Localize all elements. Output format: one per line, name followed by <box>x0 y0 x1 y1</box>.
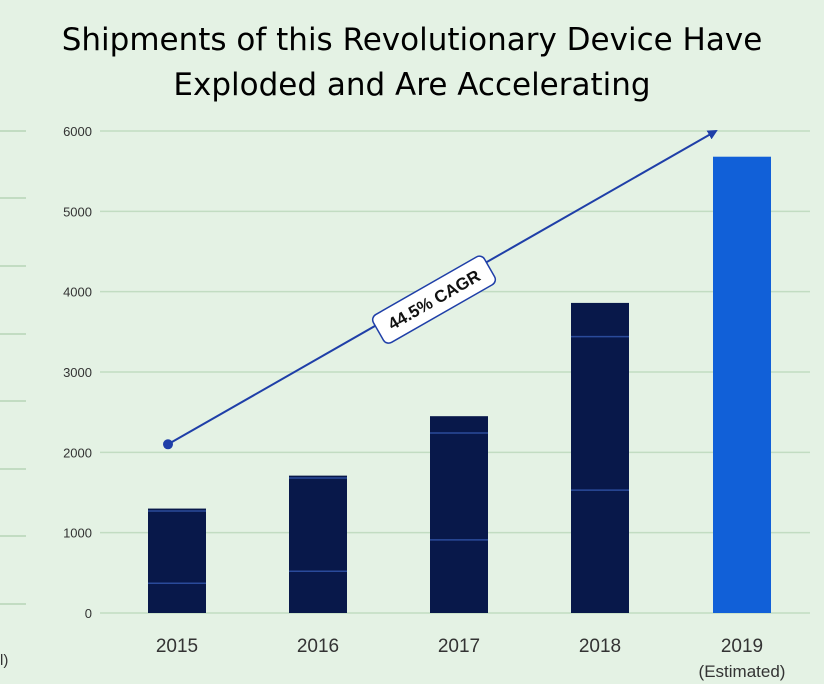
y-tick-label: 4000 <box>63 285 92 300</box>
x-tick-label: 2018 <box>579 636 621 657</box>
y-tick-label: 6000 <box>63 124 92 139</box>
x-tick-sublabel: (Estimated) <box>699 662 786 681</box>
x-axis-tick-labels: 2015 2016 2017 2018 2019 (Estimated) <box>156 636 786 681</box>
x-tick-label: 2015 <box>156 636 198 657</box>
bars <box>148 156 771 613</box>
bar <box>713 156 771 613</box>
y-axis-tick-labels: 0 1000 2000 3000 4000 5000 6000 <box>63 124 92 621</box>
chart-title-line-2: Exploded and Are Accelerating <box>173 67 651 103</box>
chart-title-line-1: Shipments of this Revolutionary Device H… <box>61 22 763 58</box>
x-tick-label: 2017 <box>438 636 480 657</box>
x-tick-label: 2019 <box>721 636 763 657</box>
cagr-annotation: 44.5% CAGR <box>163 130 718 450</box>
bar <box>571 302 629 613</box>
bar <box>430 416 488 613</box>
bar <box>148 508 206 613</box>
y-tick-label: 1000 <box>63 526 92 541</box>
x-tick-label: 2016 <box>297 636 339 657</box>
chart-title: Shipments of this Revolutionary Device H… <box>0 18 824 108</box>
y-tick-label: 5000 <box>63 204 92 219</box>
y-tick-label: 0 <box>85 606 92 621</box>
cagr-label: 44.5% CAGR <box>371 255 497 344</box>
bar <box>289 475 347 613</box>
cagr-label-box <box>371 255 497 344</box>
y-tick-label: 3000 <box>63 365 92 380</box>
left-edge-fragment: l) <box>0 652 9 669</box>
y-tick-label: 2000 <box>63 445 92 460</box>
left-axis-fragments <box>0 130 26 605</box>
